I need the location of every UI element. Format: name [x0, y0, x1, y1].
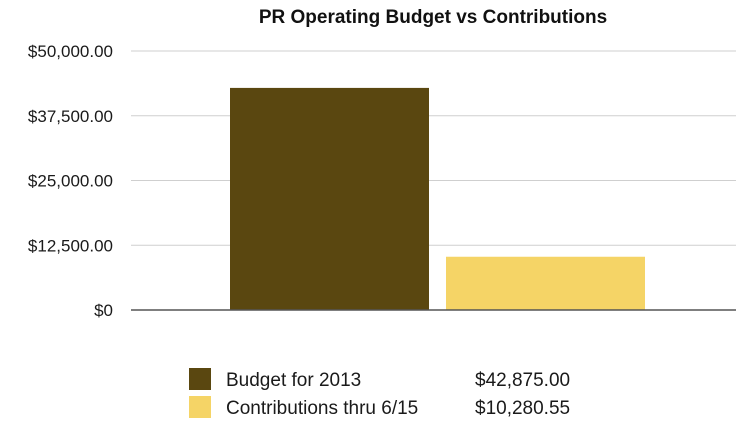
legend: Budget for 2013 $42,875.00 Contributions t…: [189, 368, 570, 419]
legend-swatch: [189, 368, 211, 390]
bar-budget: [230, 87, 429, 310]
y-tick-label: $37,500.00: [28, 107, 113, 126]
y-tick-label: $0: [94, 301, 113, 320]
y-axis-tick-labels: $0 $12,500.00 $25,000.00 $37,500.00 $50,000.…: [28, 42, 113, 320]
legend-value: $10,280.55: [475, 398, 570, 419]
chart-title: PR Operating Budget vs Contributions: [259, 7, 607, 28]
y-tick-label: $50,000.00: [28, 42, 113, 61]
legend-label: Budget for 2013: [226, 370, 361, 391]
legend-value: $42,875.00: [475, 370, 570, 391]
bar-contributions: [446, 256, 645, 310]
y-tick-label: $12,500.00: [28, 236, 113, 255]
legend-label: Contributions thru 6/15: [226, 398, 418, 419]
y-tick-label: $25,000.00: [28, 172, 113, 191]
legend-swatch: [189, 396, 211, 418]
gridlines: [131, 50, 736, 246]
bars: [230, 87, 645, 310]
